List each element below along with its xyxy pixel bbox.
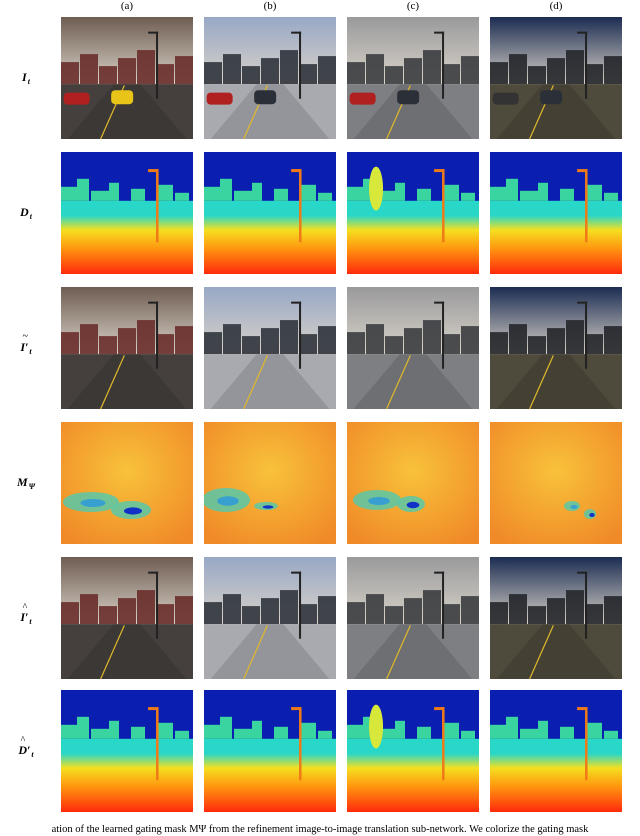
panel-rgb-row5-col1	[61, 557, 193, 679]
row-subscript: t	[29, 212, 32, 221]
column-header-d: (d)	[549, 0, 563, 12]
row-subscript: t	[29, 347, 32, 356]
panel-rgb-row5-col3	[347, 557, 479, 679]
panel-depth-row6-col1	[61, 690, 193, 812]
panel-rgb-row5-col4	[490, 557, 622, 679]
panel-gate-row4-col2	[204, 422, 336, 544]
row-symbol: I	[20, 602, 26, 625]
row-label-4: MΨ	[0, 475, 52, 491]
panel-depth-row2-col4	[490, 152, 622, 274]
row-subscript: t	[31, 750, 34, 759]
row-subscript: Ψ	[28, 482, 36, 491]
row-label-6: D′t	[0, 735, 52, 759]
panel-rgb-row1-col4	[490, 17, 622, 139]
row-label-5: I′t	[0, 602, 52, 626]
column-header-b: (b)	[263, 0, 277, 12]
panel-gate-row4-col4	[490, 422, 622, 544]
panel-depth-row2-col3	[347, 152, 479, 274]
row-symbol: D	[20, 205, 29, 219]
panel-rgb-row1-col1	[61, 17, 193, 139]
row-symbol: M	[16, 475, 28, 489]
panel-depth-row2-col2	[204, 152, 336, 274]
row-label-2: Dt	[0, 205, 52, 221]
row-symbol: I	[22, 70, 27, 84]
panel-gate-row4-col1	[61, 422, 193, 544]
row-label-1: It	[0, 70, 52, 86]
panel-depth-row6-col4	[490, 690, 622, 812]
row-subscript: t	[29, 617, 32, 626]
panel-rgb-row3-col2	[204, 287, 336, 409]
panel-depth-row6-col2	[204, 690, 336, 812]
panel-rgb-row3-col3	[347, 287, 479, 409]
panel-rgb-row1-col2	[204, 17, 336, 139]
row-label-3: I′t	[0, 331, 52, 356]
column-header-c: (c)	[406, 0, 420, 12]
panel-gate-row4-col3	[347, 422, 479, 544]
panel-depth-row6-col3	[347, 690, 479, 812]
row-subscript: t	[27, 77, 30, 86]
row-symbol: D	[18, 735, 27, 758]
panel-rgb-row3-col1	[61, 287, 193, 409]
figure-caption: ation of the learned gating mask MΨ from…	[51, 824, 589, 835]
panel-rgb-row1-col3	[347, 17, 479, 139]
panel-rgb-row3-col4	[490, 287, 622, 409]
panel-depth-row2-col1	[61, 152, 193, 274]
column-header-a: (a)	[120, 0, 134, 12]
panel-rgb-row5-col2	[204, 557, 336, 679]
row-symbol: I	[20, 331, 27, 355]
